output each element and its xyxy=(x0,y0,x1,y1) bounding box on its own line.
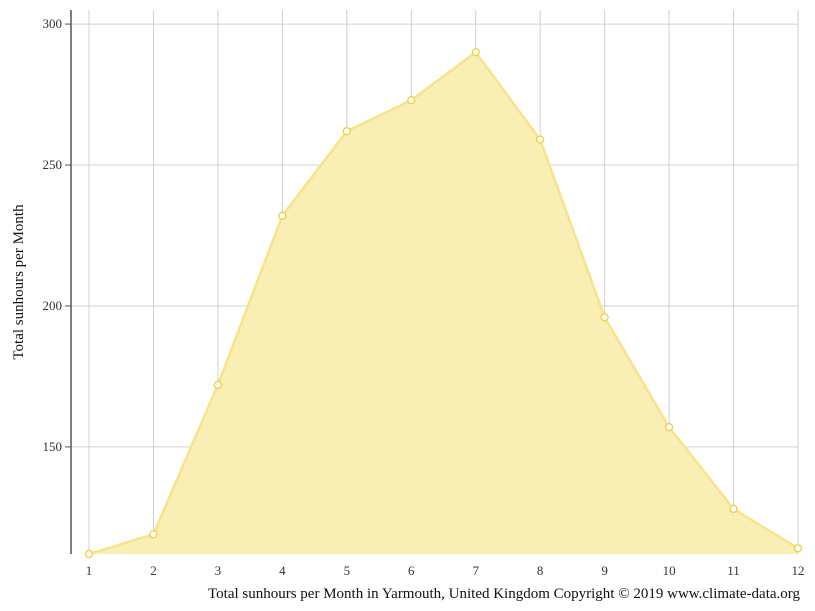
area-line xyxy=(88,51,799,556)
data-point-12 xyxy=(793,544,803,553)
data-point-4 xyxy=(278,211,287,220)
data-point-8 xyxy=(536,135,545,144)
y-axis-title: Total sunhours per Month xyxy=(11,204,27,360)
data-point-9 xyxy=(600,313,609,322)
data-point-2 xyxy=(149,530,158,539)
data-point-11 xyxy=(729,504,738,514)
data-point-5 xyxy=(342,127,351,136)
chart-caption: Total sunhours per Month in Yarmouth, Un… xyxy=(208,586,800,602)
x-tick-label-8: 8 xyxy=(537,563,544,578)
x-tick-label-10: 10 xyxy=(663,563,676,578)
area-layer xyxy=(88,51,799,556)
x-tick-label-3: 3 xyxy=(215,563,222,578)
y-tick-label-150: 150 xyxy=(43,439,63,454)
data-point-6 xyxy=(407,96,416,105)
area-fill xyxy=(89,52,798,555)
data-points xyxy=(84,48,803,559)
x-tick-label-11: 11 xyxy=(727,563,740,578)
x-tick-label-2: 2 xyxy=(150,563,157,578)
x-tick-label-7: 7 xyxy=(472,563,479,578)
y-tick-label-300: 300 xyxy=(43,16,63,31)
data-point-1 xyxy=(84,549,94,559)
x-tick-label-5: 5 xyxy=(344,563,351,578)
x-tick-label-4: 4 xyxy=(279,563,286,578)
y-tick-label-250: 250 xyxy=(43,157,63,172)
y-tick-label-200: 200 xyxy=(43,298,63,313)
x-tick-label-12: 12 xyxy=(792,563,805,578)
axes xyxy=(65,10,72,554)
data-point-10 xyxy=(664,423,674,432)
data-point-7 xyxy=(471,48,480,57)
x-tick-label-1: 1 xyxy=(86,563,93,578)
data-point-3 xyxy=(213,380,223,390)
x-tick-label-6: 6 xyxy=(408,563,415,578)
x-tick-label-9: 9 xyxy=(601,563,608,578)
